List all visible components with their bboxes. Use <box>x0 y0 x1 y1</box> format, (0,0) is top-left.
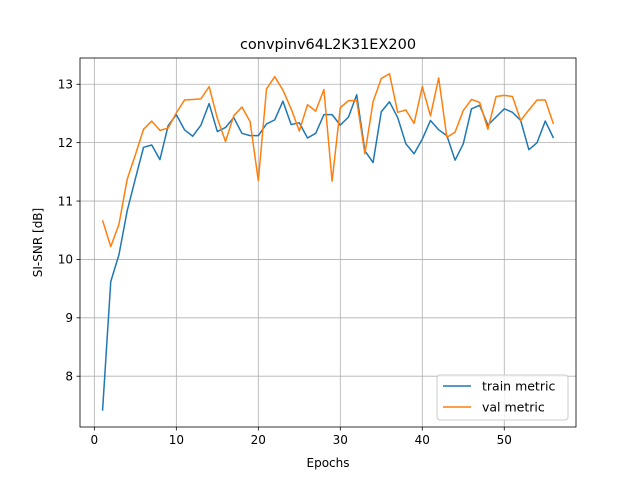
series-group <box>101 73 555 411</box>
x-tick-label: 0 <box>91 433 99 447</box>
x-tick-label: 30 <box>333 433 348 447</box>
y-tick-label: 11 <box>58 194 73 208</box>
y-ticks: 8 9 10 11 12 13 <box>58 78 80 384</box>
chart-title: convpinv64L2K31EX200 <box>240 37 416 53</box>
x-tick-label: 40 <box>415 433 430 447</box>
x-tick-label: 10 <box>169 433 184 447</box>
legend: train metric val metric <box>436 374 569 421</box>
y-tick-label: 12 <box>58 136 73 150</box>
y-tick-label: 9 <box>65 311 73 325</box>
x-axis-label: Epochs <box>307 456 350 470</box>
legend-label-train: train metric <box>482 379 555 394</box>
val-metric-line <box>101 73 555 248</box>
x-tick-label: 50 <box>497 433 512 447</box>
train-metric-line <box>101 94 555 411</box>
y-tick-label: 8 <box>65 370 73 384</box>
plot-frame <box>79 57 577 428</box>
y-tick-label: 13 <box>58 78 73 92</box>
y-tick-label: 10 <box>58 253 73 267</box>
legend-label-val: val metric <box>482 400 545 415</box>
x-ticks: 0 10 20 30 40 50 <box>91 427 512 447</box>
y-axis-label: SI-SNR [dB] <box>31 208 45 277</box>
x-tick-label: 20 <box>251 433 266 447</box>
